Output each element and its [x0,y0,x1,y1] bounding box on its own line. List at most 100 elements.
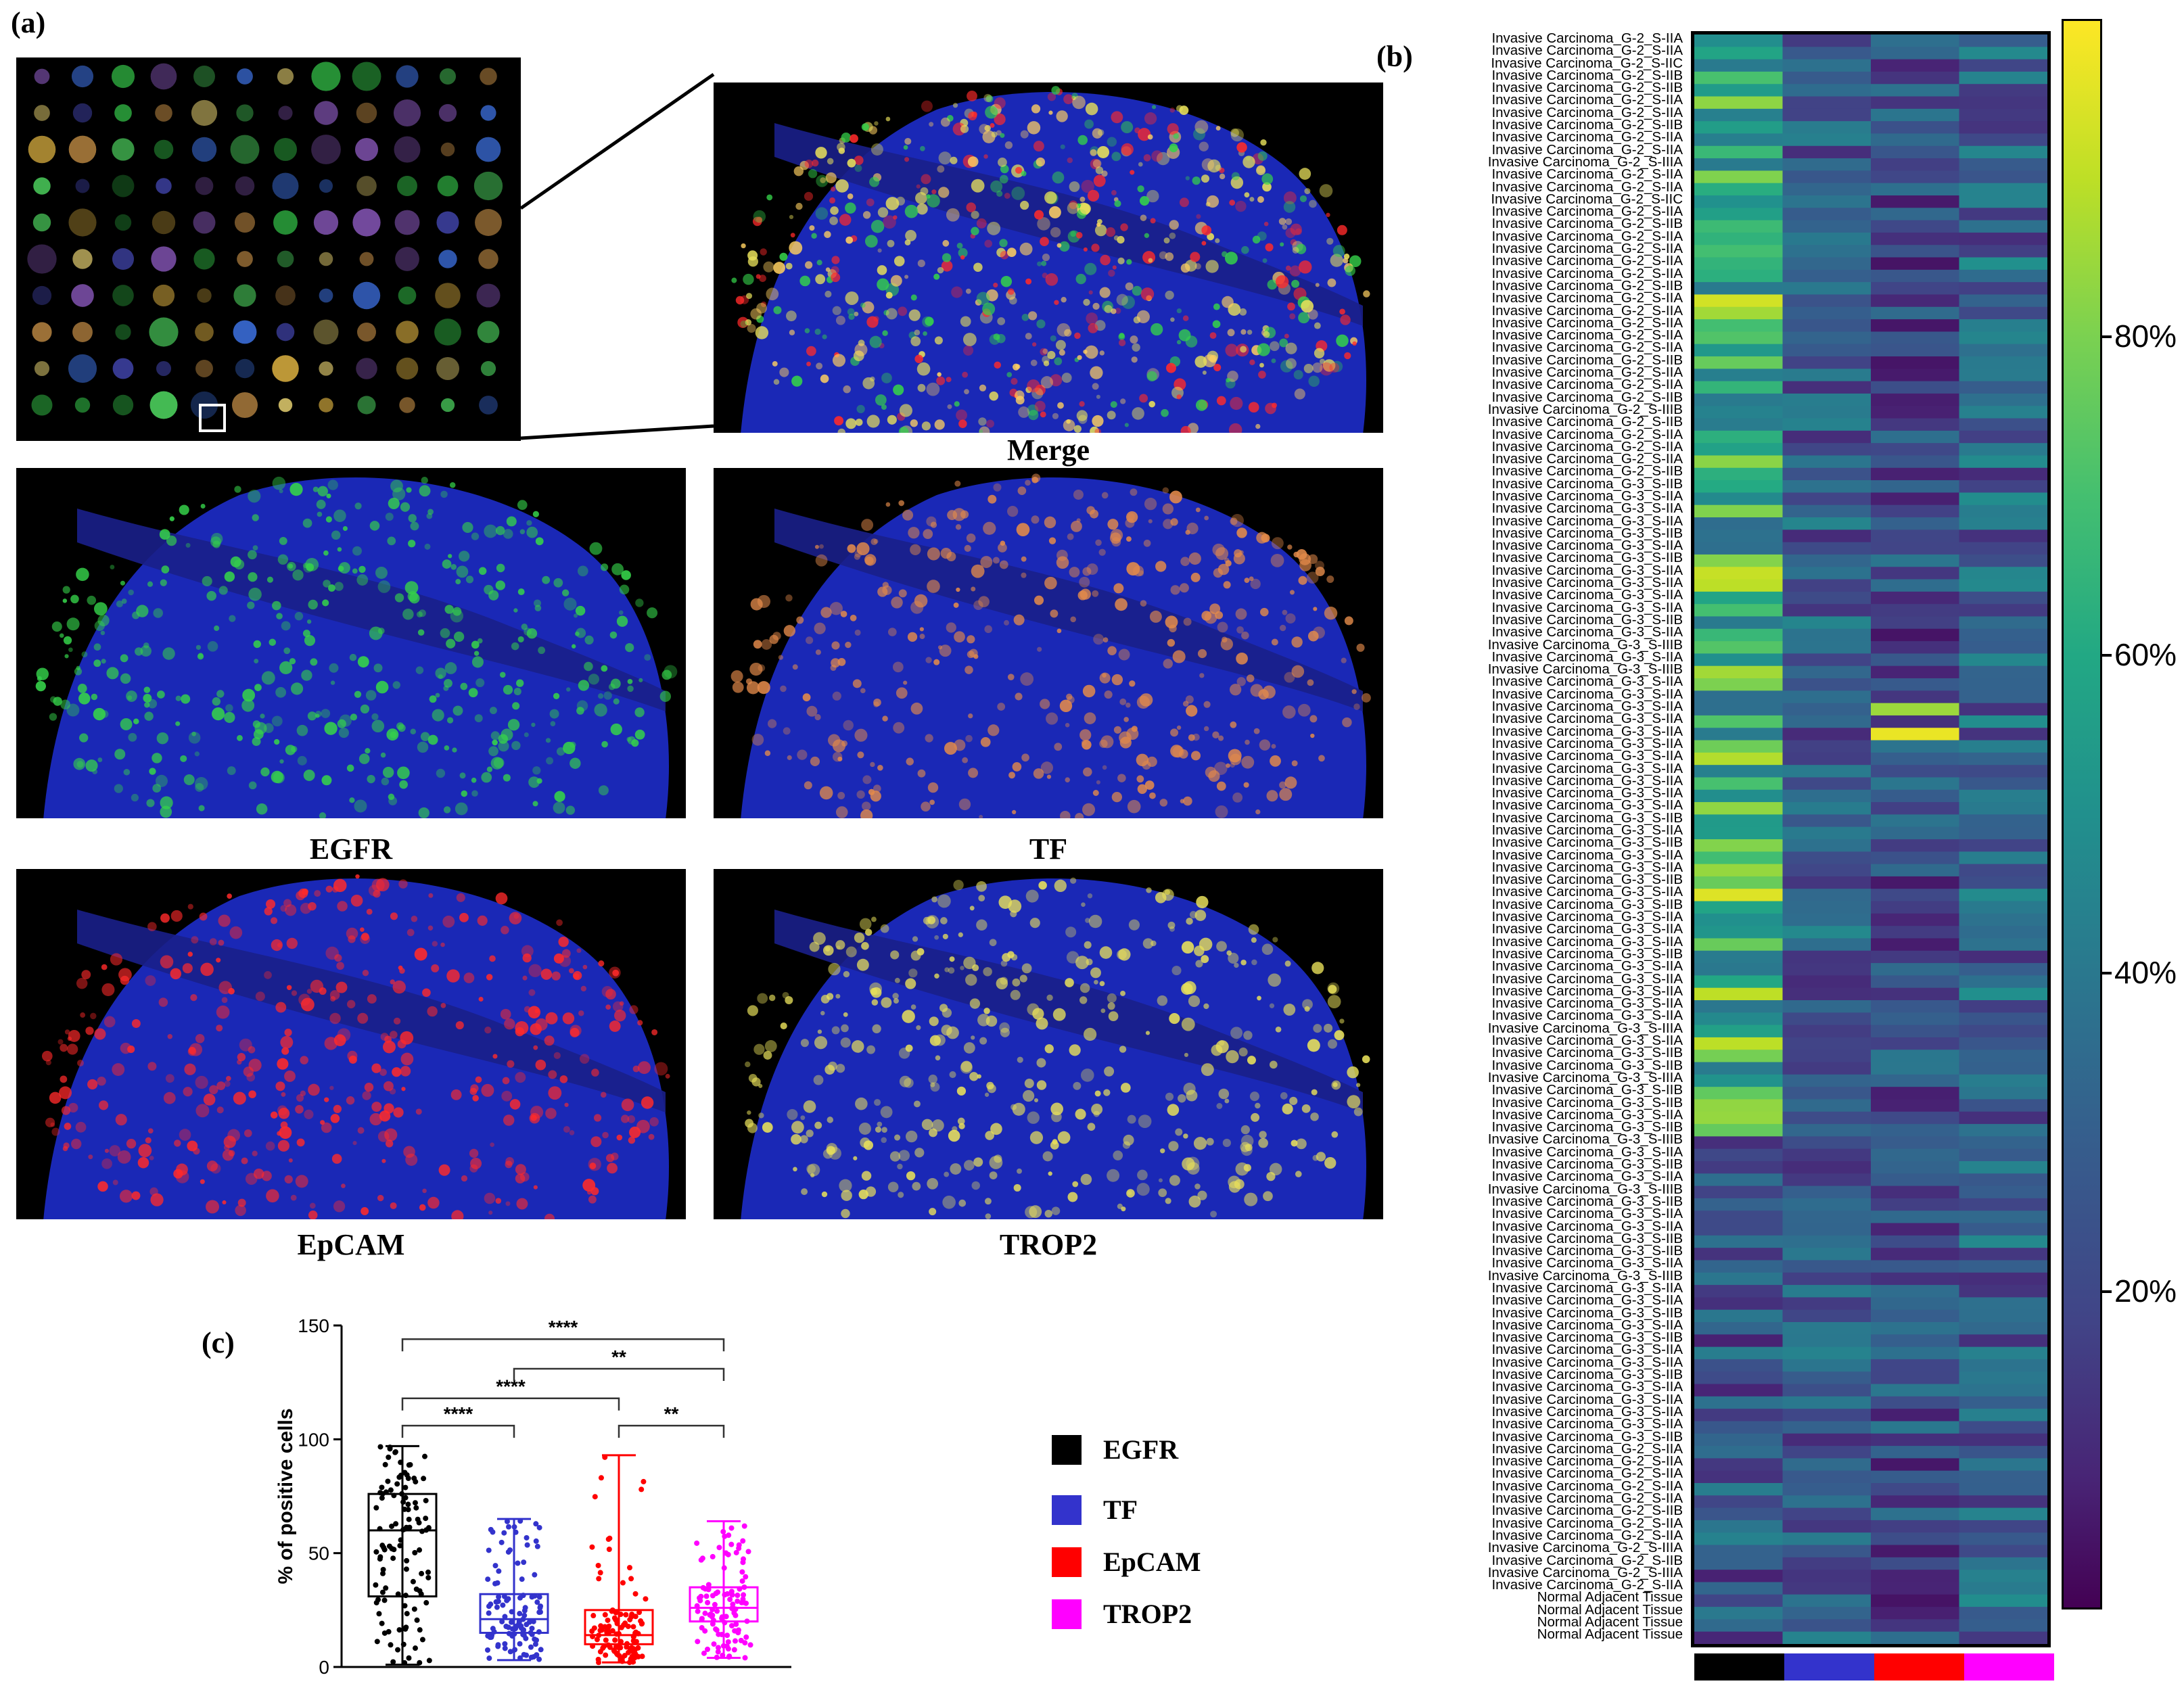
data-point [741,1592,747,1598]
stain-signal [869,177,880,187]
stain-signal [1075,273,1086,285]
heatmap-cell [1959,963,2047,976]
heatmap-cell [1871,443,1959,456]
tma-core [276,323,295,342]
stain-signal [996,977,1008,990]
stain-signal [882,715,888,722]
stain-signal [919,634,925,640]
heatmap-row-label: Invasive Carcinoma_G-2_S-IIA [1491,166,1683,183]
heatmap-cell [1694,71,1783,85]
stain-signal [870,376,875,382]
stain-signal [342,525,348,532]
stain-signal [866,415,880,428]
heatmap-cell [1694,1124,1783,1137]
heatmap-cell [1871,1198,1959,1211]
stain-signal [1034,400,1046,412]
stain-signal [986,419,995,428]
heatmap-cell [1694,1532,1783,1546]
significance-label: ** [611,1346,626,1367]
stain-signal [1065,777,1070,782]
heatmap-cell [1959,975,2047,989]
stain-signal [829,216,838,225]
stain-signal [1269,1003,1275,1008]
stain-signal [850,615,857,621]
stain-signal [469,1148,479,1158]
heatmap-row-label: Invasive Carcinoma_G-3_S-IIA [1491,1279,1683,1296]
stain-signal [1205,260,1219,273]
stain-signal [1115,598,1128,611]
stain-signal [446,638,456,649]
heatmap-cell [1959,504,2047,518]
stain-signal [985,95,994,103]
stain-signal [1229,684,1242,696]
stain-signal [229,615,236,622]
stain-signal [1308,554,1318,564]
stain-signal [1080,1068,1094,1082]
heatmap-cell [1959,1297,2047,1311]
stain-signal [1100,1008,1106,1013]
stain-signal [1188,1195,1201,1208]
stain-signal [1179,197,1189,208]
stain-signal [983,154,988,159]
stain-signal [864,235,878,248]
stain-signal [524,732,529,737]
heatmap-cell [1782,616,1872,630]
heatmap-cell [1871,1582,1959,1595]
stain-signal [804,781,812,790]
heatmap-cell [1694,1582,1783,1595]
stain-signal [1260,607,1269,617]
stain-signal [1142,938,1154,949]
tma-core [319,252,333,266]
stain-signal [648,1133,655,1140]
data-point [711,1641,717,1647]
stain-signal [815,649,821,655]
stain-signal [979,429,983,433]
heatmap-cell [1782,1198,1872,1211]
stain-signal [832,306,841,315]
stain-signal [989,939,997,947]
stain-signal [921,421,931,431]
data-point [615,1645,622,1651]
stain-signal [515,1164,526,1175]
stain-signal [1207,233,1215,241]
stain-signal [470,1157,482,1169]
stain-signal [956,1086,967,1096]
stain-signal [1262,182,1272,192]
stain-signal [1064,329,1072,337]
stain-signal [399,780,408,789]
stain-signal [1285,358,1297,369]
stain-signal [373,890,381,898]
stain-signal [1299,195,1307,202]
stain-signal [209,1085,218,1095]
stain-signal [793,1167,797,1172]
stain-signal [785,262,793,270]
heatmap-cell [1694,381,1783,394]
stain-signal [377,1194,384,1202]
stain-signal [1082,803,1096,816]
stain-signal [949,956,955,962]
stain-signal [533,1045,538,1050]
stain-signal [304,1109,314,1119]
stain-signal [796,616,804,624]
stain-signal [1052,1008,1066,1021]
stain-signal [266,899,276,909]
stain-signal [534,599,542,607]
stain-signal [1044,516,1056,529]
data-point [590,1613,597,1619]
stain-signal [1136,775,1144,783]
stain-signal [357,1012,369,1024]
stain-signal [294,611,304,621]
stain-signal [1151,323,1163,336]
stain-signal [143,693,152,703]
stain-signal [435,667,446,679]
stain-signal [880,1106,893,1119]
stain-signal [1086,958,1093,966]
heatmap-row-label: Invasive Carcinoma_G-2_S-IIA [1491,253,1683,269]
heatmap-row-label: Invasive Carcinoma_G-3_S-IIA [1491,1379,1683,1395]
stain-signal [1111,674,1123,686]
stain-signal [377,580,391,593]
stain-signal [936,376,946,385]
heatmap-cell [1782,1074,1872,1087]
heatmap-cell [1959,1570,2047,1582]
stain-signal [1217,735,1224,741]
